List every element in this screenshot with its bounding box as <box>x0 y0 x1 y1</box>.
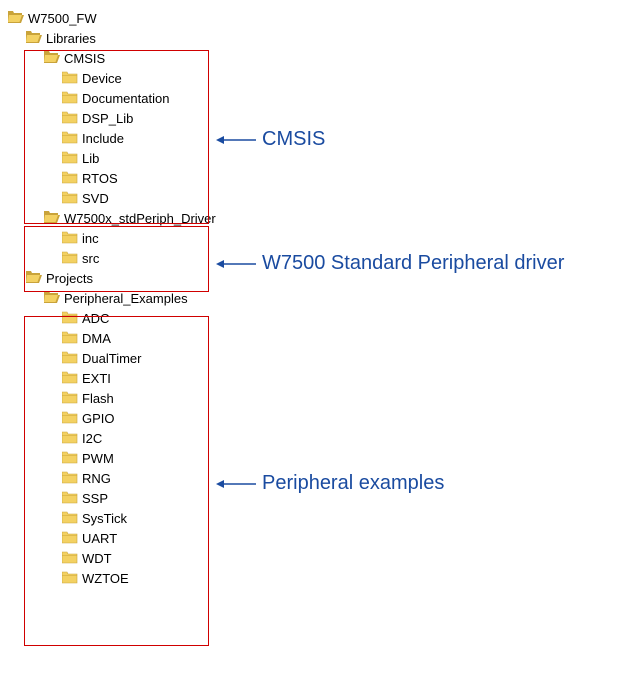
annotation-driver: W7500 Standard Peripheral driver <box>262 252 564 275</box>
annotation-examples: Peripheral examples <box>262 472 444 495</box>
folder-label: RNG <box>82 471 111 486</box>
folder-label: UART <box>82 531 117 546</box>
folder-tree: W7500_FW Libraries CMSIS Device Documentatio… <box>8 8 637 588</box>
folder-exti[interactable]: EXTI <box>62 368 637 388</box>
folder-root[interactable]: W7500_FW <box>8 8 637 28</box>
folder-label: Include <box>82 131 124 146</box>
folder-label: Device <box>82 71 122 86</box>
folder-label: WZTOE <box>82 571 129 586</box>
folder-label: Flash <box>82 391 114 406</box>
folder-inc[interactable]: inc <box>62 228 637 248</box>
arrow-driver <box>214 256 258 272</box>
folder-label: CMSIS <box>64 51 105 66</box>
folder-svd[interactable]: SVD <box>62 188 637 208</box>
folder-documentation[interactable]: Documentation <box>62 88 637 108</box>
folder-i2c[interactable]: I2C <box>62 428 637 448</box>
arrow-examples <box>214 476 258 492</box>
folder-label: Libraries <box>46 31 96 46</box>
folder-label: Documentation <box>82 91 169 106</box>
folder-label: DSP_Lib <box>82 111 133 126</box>
folder-label: Peripheral_Examples <box>64 291 188 306</box>
folder-label: W7500x_stdPeriph_Driver <box>64 211 216 226</box>
folder-dma[interactable]: DMA <box>62 328 637 348</box>
folder-rtos[interactable]: RTOS <box>62 168 637 188</box>
folder-label: Lib <box>82 151 99 166</box>
folder-label: I2C <box>82 431 102 446</box>
folder-label: RTOS <box>82 171 118 186</box>
folder-label: src <box>82 251 99 266</box>
folder-uart[interactable]: UART <box>62 528 637 548</box>
folder-driver[interactable]: W7500x_stdPeriph_Driver <box>44 208 637 228</box>
folder-pwm[interactable]: PWM <box>62 448 637 468</box>
folder-wdt[interactable]: WDT <box>62 548 637 568</box>
folder-wztoe[interactable]: WZTOE <box>62 568 637 588</box>
folder-cmsis[interactable]: CMSIS <box>44 48 637 68</box>
folder-label: DMA <box>82 331 111 346</box>
folder-libraries[interactable]: Libraries <box>26 28 637 48</box>
folder-label: SVD <box>82 191 109 206</box>
folder-label: inc <box>82 231 99 246</box>
folder-dualtimer[interactable]: DualTimer <box>62 348 637 368</box>
folder-gpio[interactable]: GPIO <box>62 408 637 428</box>
folder-label: EXTI <box>82 371 111 386</box>
folder-examples[interactable]: Peripheral_Examples <box>44 288 637 308</box>
folder-label: WDT <box>82 551 112 566</box>
folder-label: W7500_FW <box>28 11 97 26</box>
annotation-cmsis: CMSIS <box>262 128 325 151</box>
folder-label: ADC <box>82 311 109 326</box>
folder-lib[interactable]: Lib <box>62 148 637 168</box>
folder-include[interactable]: Include <box>62 128 637 148</box>
folder-label: Projects <box>46 271 93 286</box>
folder-adc[interactable]: ADC <box>62 308 637 328</box>
folder-label: PWM <box>82 451 114 466</box>
folder-dsp_lib[interactable]: DSP_Lib <box>62 108 637 128</box>
folder-device[interactable]: Device <box>62 68 637 88</box>
arrow-cmsis <box>214 132 258 148</box>
folder-label: SSP <box>82 491 108 506</box>
folder-label: DualTimer <box>82 351 141 366</box>
folder-flash[interactable]: Flash <box>62 388 637 408</box>
folder-systick[interactable]: SysTick <box>62 508 637 528</box>
folder-label: GPIO <box>82 411 115 426</box>
folder-label: SysTick <box>82 511 127 526</box>
